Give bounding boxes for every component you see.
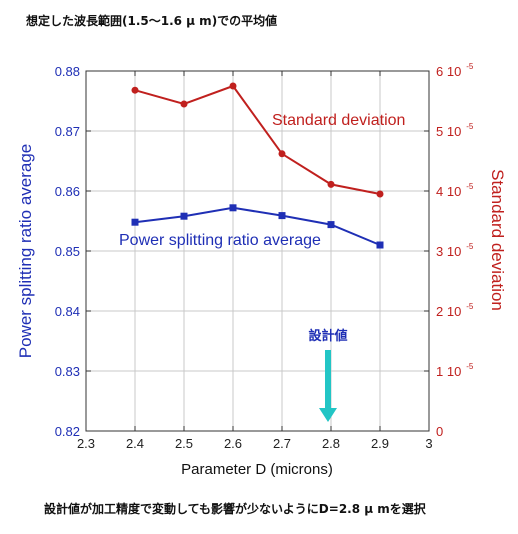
y-tick-label: 0.83 [55, 364, 80, 379]
data-point-std [180, 100, 188, 108]
y-axis-label-left: Power splitting ratio average [16, 144, 35, 359]
y-axis-left: 0.82 0.83 0.84 0.85 0.86 0.87 0.88 [55, 64, 91, 439]
x-tick-label: 3 [425, 436, 432, 451]
x-tick-label: 2.9 [371, 436, 389, 451]
y2-tick-exponent: -5 [466, 182, 474, 191]
data-point-std [278, 150, 286, 158]
data-point-average [278, 212, 286, 220]
x-tick-label: 2.3 [77, 436, 95, 451]
data-point-average [131, 218, 139, 226]
x-axis-label: Parameter D (microns) [181, 461, 333, 478]
y-tick-label: 0.86 [55, 184, 80, 199]
x-tick-label: 2.6 [224, 436, 242, 451]
y-tick-label: 0.87 [55, 124, 80, 139]
x-tick-label: 2.7 [273, 436, 291, 451]
data-point-std [131, 86, 139, 94]
series-line-average [134, 206, 381, 246]
y-tick-label: 0.85 [55, 244, 80, 259]
down-arrow-icon [319, 350, 337, 422]
y2-tick-label: 6 10 [436, 64, 461, 79]
series-label-avg: Power splitting ratio average [119, 232, 321, 249]
y-tick-label: 0.82 [55, 424, 80, 439]
y2-tick-exponent: -5 [466, 62, 474, 71]
y-axis-label-right: Standard deviation [488, 169, 507, 311]
y2-tick-exponent: -5 [466, 122, 474, 131]
data-point-std [229, 82, 237, 90]
chart-title: 想定した波長範囲(1.5〜1.6 μ m)での平均値 [26, 14, 278, 28]
x-tick-label: 2.8 [322, 436, 340, 451]
series-layer [131, 82, 384, 249]
series-label-std: Standard deviation [272, 112, 405, 129]
data-point-average [229, 204, 237, 212]
data-point-average [180, 212, 188, 220]
y-tick-label: 0.88 [55, 64, 80, 79]
y2-tick-label: 3 10 [436, 244, 461, 259]
y2-tick-label: 1 10 [436, 364, 461, 379]
y2-tick-exponent: -5 [466, 242, 474, 251]
data-point-average [327, 221, 335, 229]
y2-tick-label: 0 [436, 424, 443, 439]
data-point-average [376, 241, 384, 249]
y2-tick-label: 4 10 [436, 184, 461, 199]
x-tick-label: 2.5 [175, 436, 193, 451]
grid-lines [86, 71, 429, 431]
caption: 設計値が加工精度で変動しても影響が少ないようにD=2.8 μ mを選択 [44, 502, 426, 516]
x-axis: 2.3 2.4 2.5 2.6 2.7 2.8 2.9 3 [77, 71, 433, 451]
y2-tick-label: 5 10 [436, 124, 461, 139]
y-axis-right: 0 1 10 -5 2 10 -5 3 10 -5 4 10 -5 5 10 -5 6 10 -5 [424, 62, 474, 439]
data-point-std [376, 190, 384, 198]
series-line-std [134, 84, 381, 195]
y2-tick-label: 2 10 [436, 304, 461, 319]
y2-tick-exponent: -5 [466, 362, 474, 371]
y-tick-label: 0.84 [55, 304, 80, 319]
annotation-label: 設計値 [308, 328, 347, 343]
y2-tick-exponent: -5 [466, 302, 474, 311]
x-tick-label: 2.4 [126, 436, 144, 451]
data-point-std [327, 180, 335, 188]
